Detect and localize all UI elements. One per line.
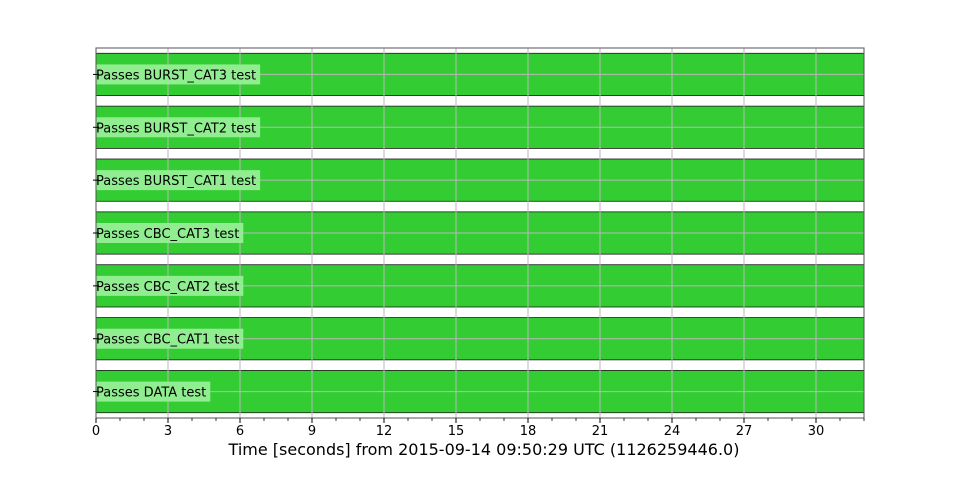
x-tick-label-10: 30 [808,424,825,439]
row-label-6: Passes DATA test [96,386,206,401]
x-tick-label-3: 9 [308,424,316,439]
x-tick-label-4: 12 [376,424,393,439]
row-label-group-5: Passes CBC_CAT1 test [96,328,244,349]
x-tick-label-2: 6 [236,424,244,439]
row-label-group-0: Passes BURST_CAT3 test [96,64,261,85]
row-label-5: Passes CBC_CAT1 test [96,333,239,348]
segments-layer: Passes BURST_CAT3 test Passes BURST_CAT2 … [95,48,865,418]
x-tick-label-0: 0 [92,424,100,439]
row-label-3: Passes CBC_CAT3 test [96,227,239,242]
x-tick-label-8: 24 [664,424,681,439]
x-tick-label-7: 21 [592,424,609,439]
row-label-2: Passes BURST_CAT1 test [96,174,256,189]
row-label-4: Passes CBC_CAT2 test [96,280,239,295]
row-label-bg-1 [96,117,261,138]
x-axis-label: Time [seconds] from 2015-09-14 09:50:29 … [228,440,740,459]
x-tick-label-1: 3 [164,424,172,439]
ticks-layer: 0 3 6 9 12 15 18 21 24 27 30 [92,73,865,439]
row-label-group-4: Passes CBC_CAT2 test [96,275,244,296]
row-label-bg-5 [96,328,244,349]
row-label-bg-4 [96,275,244,296]
row-label-bg-3 [96,223,244,243]
row-label-bg-2 [96,170,261,191]
row-label-group-2: Passes BURST_CAT1 test [96,170,261,191]
row-label-group-6: Passes DATA test [96,381,211,402]
row-label-bg-6 [96,381,211,402]
x-tick-label-6: 18 [520,424,537,439]
row-label-group-1: Passes BURST_CAT2 test [96,117,261,138]
row-label-group-3: Passes CBC_CAT3 test [96,223,244,243]
row-label-bg-0 [96,64,261,85]
x-tick-label-5: 15 [448,424,465,439]
x-tick-label-9: 27 [736,424,753,439]
row-label-0: Passes BURST_CAT3 test [96,68,256,83]
row-label-1: Passes BURST_CAT2 test [96,121,256,136]
